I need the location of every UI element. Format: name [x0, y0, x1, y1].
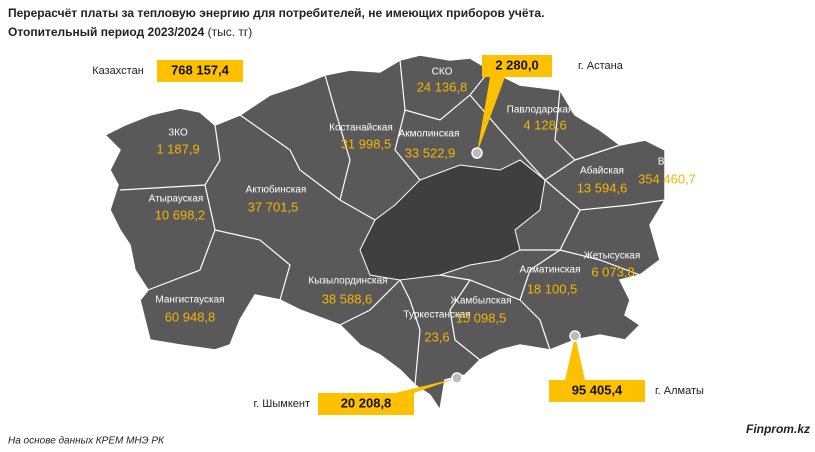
subtitle: Отопительный период 2023/2024 (тыс. тг) [8, 25, 252, 39]
region-value: 38 588,6 [322, 291, 373, 306]
region-value: 33 522,9 [405, 145, 456, 160]
city-value: 2 280,0 [495, 57, 538, 72]
city-box [482, 55, 552, 77]
region-value: 1 187,9 [156, 141, 199, 156]
city-name: г. Астана [578, 60, 624, 72]
region-name: Туркестанская [403, 310, 470, 321]
city-value: 20 208,8 [341, 395, 392, 410]
city-dot [471, 147, 483, 159]
callout-pointer [477, 77, 505, 153]
region-value: 13 594,6 [577, 180, 628, 195]
region-name: ВКО [658, 157, 678, 168]
callout-pointer [395, 378, 457, 393]
callout-pointer [565, 336, 585, 380]
map [103, 54, 666, 412]
city-dot [569, 330, 581, 342]
region-name: ЗКО [168, 128, 188, 139]
region-name: Актюбинская [246, 184, 307, 196]
region-name: СКО [432, 67, 453, 78]
subtitle-period: Отопительный период 2023/2024 [8, 25, 205, 39]
region-name: Кызылординская [308, 276, 387, 287]
source: На основе данных КРЕМ МНЭ РК [8, 436, 165, 447]
title: Перерасчёт платы за тепловую энергию для… [8, 6, 544, 20]
city-name: г. Алматы [655, 385, 704, 397]
region-value: 24 136,8 [417, 79, 468, 94]
region-name: Жамбылская [451, 295, 512, 307]
unit: (тыс. тг) [208, 25, 253, 39]
region-value: 37 701,5 [248, 199, 299, 214]
region-name: Костанайская [329, 123, 393, 134]
region-value: 354 460,7 [638, 171, 696, 186]
brand: Finprom.kz [746, 422, 810, 436]
city-dot [451, 372, 463, 384]
city-name: г. Шымкент [254, 398, 311, 410]
region-name: Алматинская [520, 265, 581, 276]
total-box [157, 60, 243, 82]
region-name: Атырауская [149, 194, 204, 205]
total-value: 768 157,4 [171, 62, 230, 77]
region-name: Мангистауская [155, 295, 224, 306]
city-box [549, 380, 645, 402]
region-value: 31 998,5 [341, 136, 392, 151]
region-borders [119, 59, 666, 386]
region-value: 15 098,5 [456, 310, 507, 325]
total-label: Казахстан [92, 65, 144, 77]
city-value: 95 405,4 [572, 382, 623, 397]
region-value: 6 073,8 [591, 264, 634, 279]
region-value: 23,6 [424, 329, 449, 344]
region-value: 60 948,8 [165, 309, 216, 324]
city-box [318, 393, 414, 415]
region-value: 18 100,5 [527, 281, 578, 296]
region-name: Жетысуская [584, 251, 641, 262]
region-name: Павлодарская [507, 105, 574, 116]
region-name: Абайская [580, 165, 624, 177]
central-area [359, 159, 546, 281]
region-name: Акмолинская [399, 129, 460, 140]
region-value: 4 128,6 [523, 117, 566, 132]
region-value: 10 698,2 [155, 207, 206, 222]
